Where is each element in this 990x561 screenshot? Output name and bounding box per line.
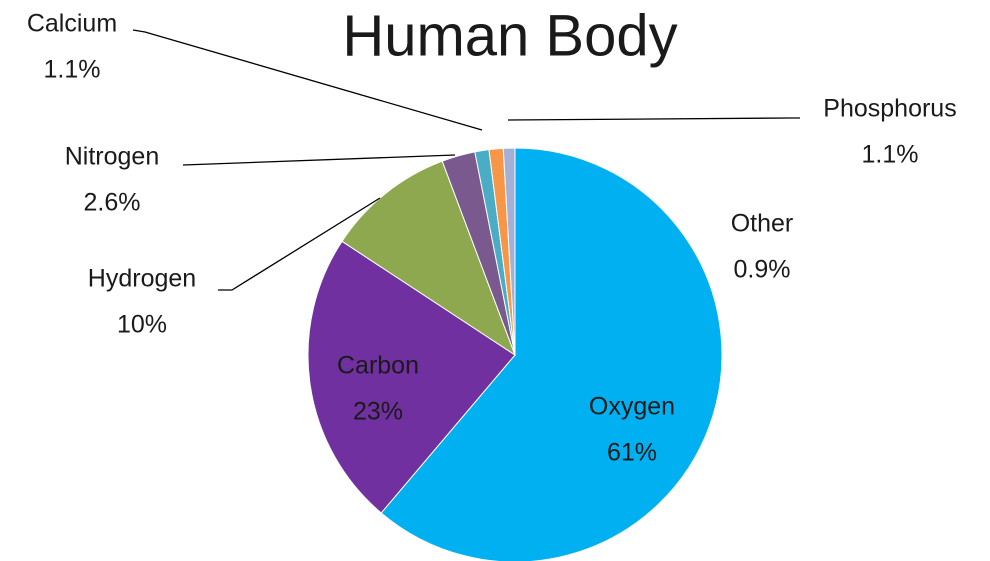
pie-slice [502, 147, 516, 356]
value-label: 61% [607, 439, 657, 467]
pie-slice [307, 240, 516, 514]
value-label: 10% [117, 311, 167, 339]
slice-label: Phosphorus [823, 95, 956, 123]
pie-slice [341, 160, 517, 357]
leader-line [182, 154, 456, 166]
value-label: 0.9% [734, 256, 791, 284]
leader-line [218, 197, 381, 291]
leader-line [507, 117, 800, 121]
slice-label: Hydrogen [88, 265, 196, 293]
slice-label: Calcium [27, 10, 117, 38]
slice-label: Nitrogen [65, 143, 160, 171]
value-label: 2.6% [84, 189, 141, 217]
value-label: 1.1% [44, 56, 101, 84]
value-label: 23% [353, 398, 403, 426]
slice-label: Oxygen [589, 393, 675, 421]
value-label: 1.1% [862, 141, 919, 169]
pie-slice [380, 147, 723, 561]
slice-label: Other [731, 210, 794, 238]
chart-title: Human Body [342, 3, 677, 68]
slice-label: Carbon [337, 352, 419, 380]
leader-line [132, 29, 483, 131]
